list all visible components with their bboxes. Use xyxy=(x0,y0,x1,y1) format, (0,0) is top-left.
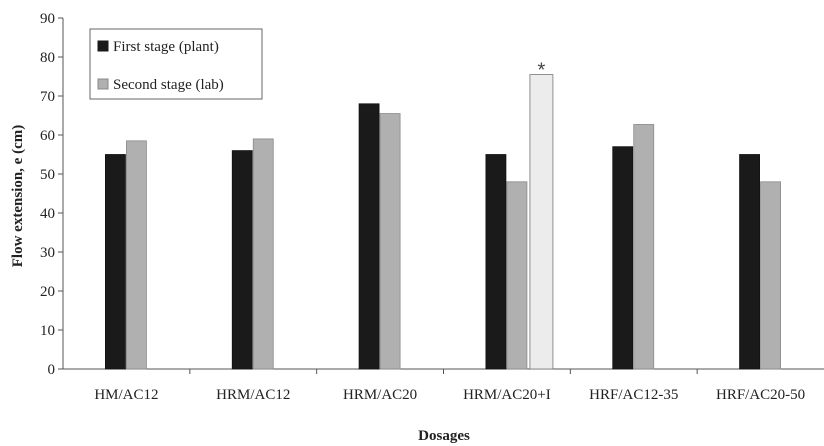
bar-extra-3 xyxy=(529,74,554,370)
y-axis: 0 10 20 30 40 50 60 70 80 90 xyxy=(40,11,64,378)
legend-swatch-second-stage xyxy=(97,78,109,90)
x-tick-label: HRF/AC12-35 xyxy=(589,387,678,403)
y-tick-label: 90 xyxy=(40,11,55,27)
bar-second-stage-3 xyxy=(506,181,528,370)
x-axis: HM/AC12 HRM/AC12 HRM/AC20 HRM/AC20+I HRF/AC1… xyxy=(63,368,824,403)
y-tick-label: 20 xyxy=(40,284,55,300)
y-axis-title: Flow extension, e (cm) xyxy=(10,125,26,267)
y-tick-label: 80 xyxy=(40,50,55,66)
y-tick-label: 10 xyxy=(40,323,55,339)
legend-swatch-first-stage xyxy=(97,40,109,52)
legend-label-first-stage: First stage (plant) xyxy=(113,39,219,55)
y-tick-label: 60 xyxy=(40,128,55,144)
bar-second-stage-5 xyxy=(760,181,781,370)
bar-first-stage-3 xyxy=(485,154,507,370)
bar-second-stage-4 xyxy=(633,124,655,370)
annotations: * xyxy=(538,60,546,82)
bar-first-stage-0 xyxy=(105,154,126,370)
y-tick-label: 50 xyxy=(40,167,55,183)
x-axis-title: Dosages xyxy=(418,428,470,444)
x-tick-label: HRF/AC20-50 xyxy=(716,387,805,403)
y-tick-label: 30 xyxy=(40,245,55,261)
bar-first-stage-1 xyxy=(231,150,253,370)
bar-first-stage-2 xyxy=(358,103,380,370)
bars xyxy=(105,74,781,370)
x-tick-label: HRM/AC20+I xyxy=(463,387,551,403)
bar-first-stage-5 xyxy=(739,154,760,370)
bar-first-stage-4 xyxy=(612,146,634,370)
y-tick-label: 70 xyxy=(40,89,55,105)
legend: First stage (plant) Second stage (lab) xyxy=(89,28,263,100)
bar-annotation-asterisk: * xyxy=(538,60,546,82)
x-tick-label: HRM/AC20 xyxy=(343,387,417,403)
y-tick-label: 40 xyxy=(40,206,55,222)
legend-label-second-stage: Second stage (lab) xyxy=(113,77,224,93)
bar-second-stage-1 xyxy=(252,138,274,370)
bar-second-stage-2 xyxy=(379,113,401,370)
y-tick-label: 0 xyxy=(48,362,56,378)
x-tick-label: HRM/AC12 xyxy=(216,387,290,403)
bar-second-stage-0 xyxy=(126,140,147,370)
legend-box xyxy=(89,28,263,100)
x-tick-label: HM/AC12 xyxy=(94,387,158,403)
